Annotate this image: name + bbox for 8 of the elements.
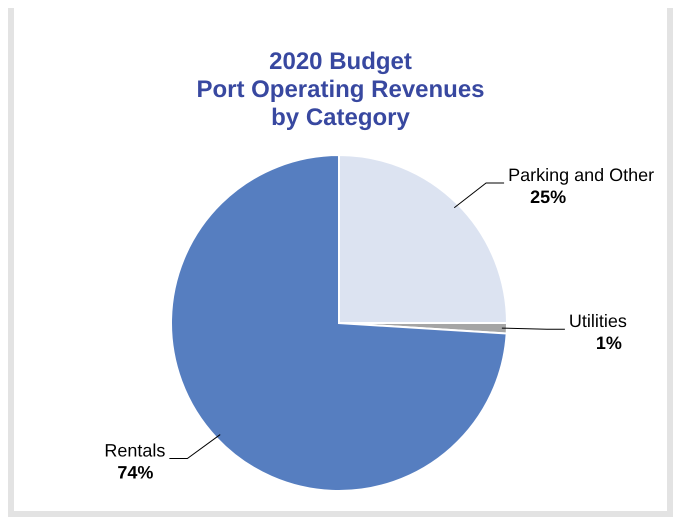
data-label: 74% — [117, 462, 154, 483]
chart-title: 2020 Budget Port Operating Revenues by Category — [195, 48, 486, 132]
slice-label: Rentals — [104, 440, 166, 461]
slice-label: Parking and Other — [508, 164, 654, 185]
pie-slice — [170, 154, 508, 492]
data-label: 25% — [530, 186, 566, 207]
data-label: 1% — [596, 333, 622, 354]
slice-label: Utilities — [568, 311, 627, 332]
